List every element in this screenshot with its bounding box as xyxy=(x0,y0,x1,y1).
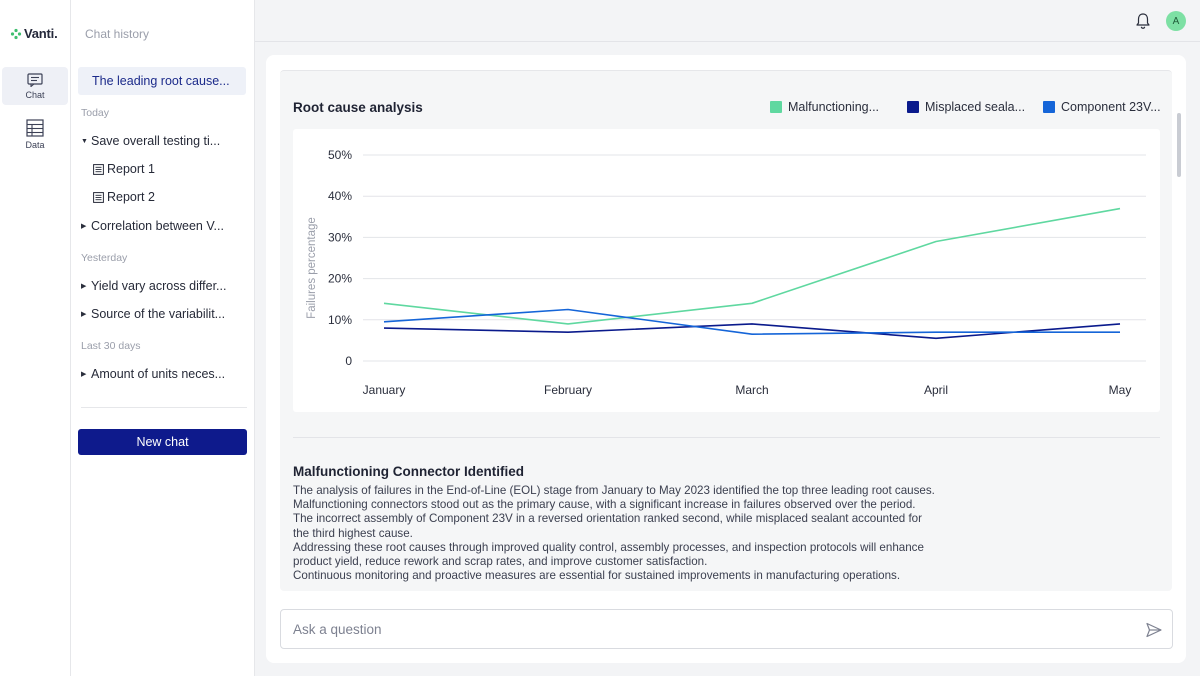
insight-line: Addressing these root causes through imp… xyxy=(293,540,924,554)
insight-body: The analysis of failures in the End-of-L… xyxy=(293,484,1013,583)
legend-item: Malfunctioning... xyxy=(770,100,879,114)
rail-item-data-label: Data xyxy=(25,139,45,150)
history-item-label: Save overall testing ti... xyxy=(91,134,221,148)
x-tick-label: February xyxy=(544,383,592,397)
answer-card: Root cause analysis Malfunctioning... Mi… xyxy=(280,70,1172,591)
chart-area: 0 10% 20% 30% 40% 50% Failures percentage Janua… xyxy=(293,129,1160,412)
document-icon xyxy=(93,163,104,175)
history-item[interactable]: ▶ Source of the variabilit... xyxy=(81,307,247,321)
caret-right-icon: ▶ xyxy=(81,283,87,290)
history-sub-item-label: Report 2 xyxy=(107,190,155,204)
chat-history-panel: Chat history The leading root cause... T… xyxy=(71,0,255,676)
logo-text: Vanti. xyxy=(24,26,58,41)
nav-rail: Vanti. Chat Data xyxy=(0,0,71,676)
scrollbar-thumb[interactable] xyxy=(1177,113,1181,177)
history-group-yesterday: Yesterday xyxy=(81,252,128,264)
insight-line: The analysis of failures in the End-of-L… xyxy=(293,484,935,497)
caret-down-icon: ▼ xyxy=(81,137,88,145)
chat-icon xyxy=(27,72,43,87)
caret-right-icon: ▶ xyxy=(81,223,87,230)
x-tick-label: March xyxy=(735,383,768,397)
table-icon xyxy=(26,118,44,137)
history-item-label: Amount of units neces... xyxy=(91,367,226,381)
x-tick-label: April xyxy=(924,383,948,397)
caret-right-icon: ▶ xyxy=(81,371,87,378)
series-line xyxy=(383,308,1120,336)
series-line xyxy=(383,207,1121,325)
history-item-label: Correlation between V... xyxy=(91,219,224,233)
rail-item-chat[interactable]: Chat xyxy=(2,67,68,105)
y-tick-label: 50% xyxy=(328,148,352,162)
bell-icon[interactable] xyxy=(1134,12,1152,30)
top-bar: A xyxy=(255,0,1200,42)
y-axis-label: Failures percentage xyxy=(306,217,318,319)
ask-input[interactable] xyxy=(293,610,1123,648)
legend-label: Component 23V... xyxy=(1061,100,1161,114)
history-item[interactable]: ▶ Yield vary across differ... xyxy=(81,279,247,293)
chart-title: Root cause analysis xyxy=(293,100,423,115)
divider xyxy=(293,437,1160,438)
document-icon xyxy=(93,191,104,203)
insight-line: The incorrect assembly of Component 23V … xyxy=(293,512,922,526)
y-tick-label: 30% xyxy=(328,230,352,244)
insight-line: Malfunctioning connectors stood out as t… xyxy=(293,498,916,512)
rail-item-data[interactable]: Data xyxy=(2,115,68,153)
chat-history-title: Chat history xyxy=(85,27,150,41)
caret-right-icon: ▶ xyxy=(81,311,87,318)
logo[interactable]: Vanti. xyxy=(10,26,58,41)
line-chart: 0 10% 20% 30% 40% 50% Failures percentage Janua… xyxy=(306,148,1146,397)
legend-swatch xyxy=(770,101,782,113)
send-icon[interactable] xyxy=(1145,621,1163,639)
legend-label: Misplaced seala... xyxy=(925,100,1026,114)
history-item[interactable]: ▶ Amount of units neces... xyxy=(81,367,247,381)
x-tick-label: May xyxy=(1109,383,1132,397)
rail-item-chat-label: Chat xyxy=(25,89,45,100)
insight-line: the third highest cause. xyxy=(293,526,413,540)
history-item-label: Source of the variabilit... xyxy=(91,307,226,321)
main-panel: Root cause analysis Malfunctioning... Mi… xyxy=(266,55,1186,663)
insight-title: Malfunctioning Connector Identified xyxy=(293,464,524,479)
ask-box xyxy=(280,609,1173,649)
history-sub-item-report-1[interactable]: Report 1 xyxy=(93,162,155,176)
legend-swatch xyxy=(1043,101,1055,113)
y-tick-label: 20% xyxy=(328,272,352,286)
history-item-label: Yield vary across differ... xyxy=(91,279,227,293)
history-item-active[interactable]: The leading root cause... xyxy=(78,67,246,95)
history-group-today: Today xyxy=(81,107,110,119)
vanti-logo-icon xyxy=(10,28,22,39)
history-sub-item-label: Report 1 xyxy=(107,162,155,176)
legend-item: Component 23V... xyxy=(1043,100,1161,114)
series-line xyxy=(383,323,1121,340)
divider xyxy=(81,407,247,408)
history-item[interactable]: ▶ Correlation between V... xyxy=(81,219,247,233)
legend-item: Misplaced seala... xyxy=(907,100,1025,114)
y-tick-label: 0 xyxy=(345,354,352,368)
y-tick-label: 40% xyxy=(328,189,352,203)
y-tick-label: 10% xyxy=(328,313,352,327)
history-group-last-30-days: Last 30 days xyxy=(81,340,141,352)
avatar[interactable]: A xyxy=(1166,11,1186,31)
history-item[interactable]: ▼ Save overall testing ti... xyxy=(81,134,247,148)
new-chat-button[interactable]: New chat xyxy=(78,429,247,455)
legend-swatch xyxy=(907,101,919,113)
insight-line: product yield, reduce rework and scrap r… xyxy=(293,555,708,569)
history-sub-item-report-2[interactable]: Report 2 xyxy=(93,190,155,204)
insight-line: Continuous monitoring and proactive meas… xyxy=(293,569,901,583)
legend-label: Malfunctioning... xyxy=(788,100,880,114)
x-tick-label: January xyxy=(363,383,406,397)
